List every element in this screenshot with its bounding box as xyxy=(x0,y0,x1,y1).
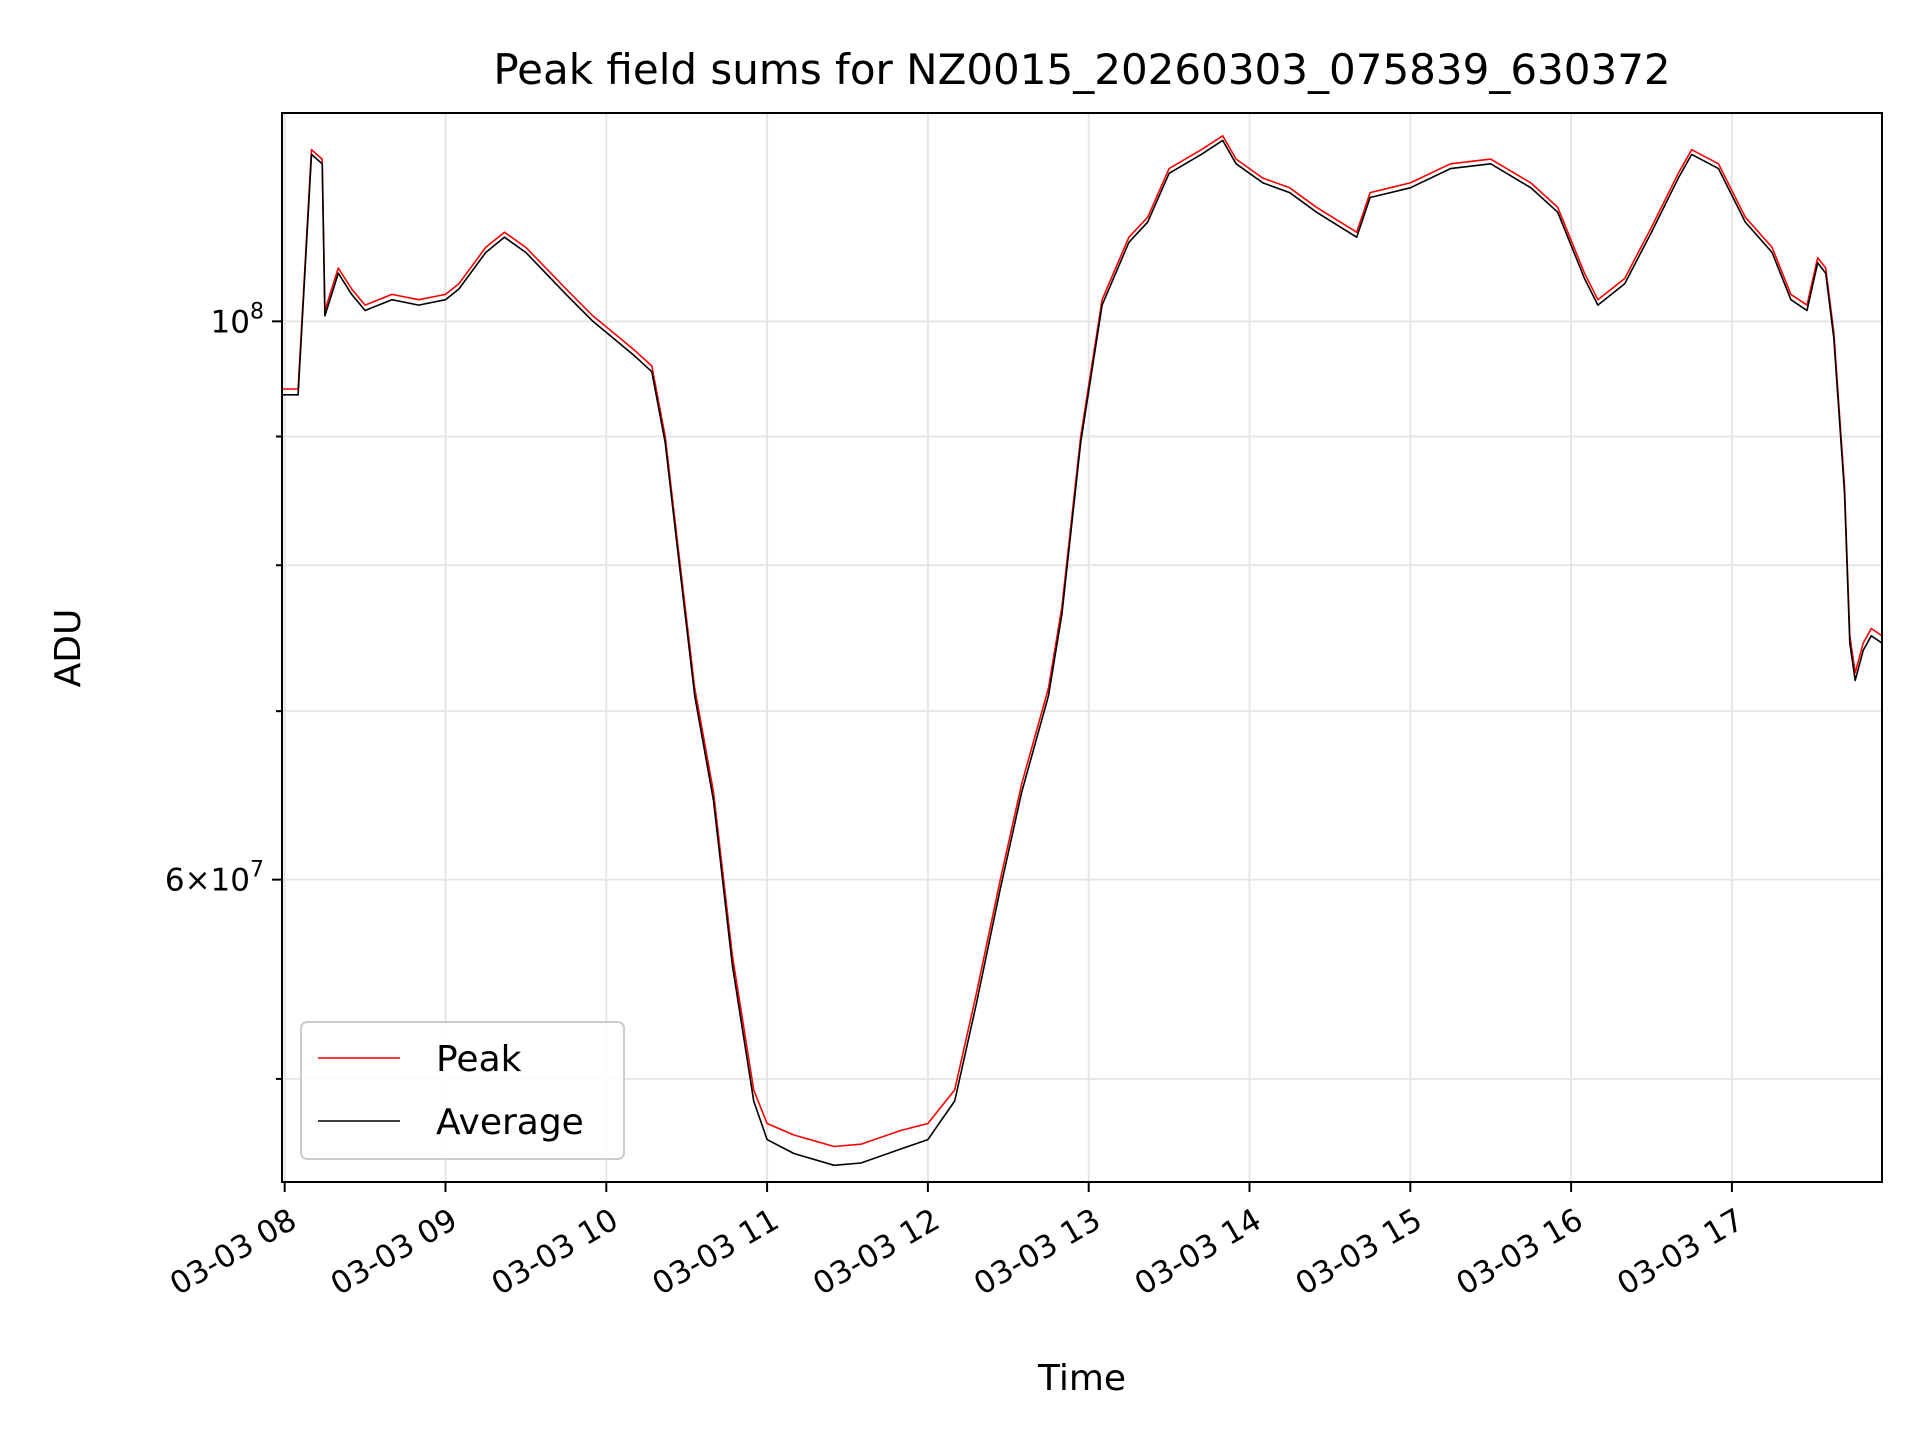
series-line-average xyxy=(282,139,1883,1167)
series-line-peak xyxy=(282,135,1883,1148)
legend-box xyxy=(300,1021,625,1160)
x-axis-label: Time xyxy=(1037,1358,1126,1399)
series-layer xyxy=(282,135,1883,1167)
legend: Peak Average xyxy=(300,1021,625,1160)
grid xyxy=(282,113,1882,1182)
legend-label-peak: Peak xyxy=(436,1039,522,1080)
y-axis-label: ADU xyxy=(48,609,89,688)
legend-label-average: Average xyxy=(436,1102,584,1143)
y-tick-label: 6×107 xyxy=(165,858,264,899)
chart-title: Peak field sums for NZ0015_20260303_0758… xyxy=(493,45,1670,94)
y-axis: 6×107 108 xyxy=(165,299,282,1080)
plot-frame xyxy=(281,112,1883,1183)
y-tick-label: 108 xyxy=(211,299,264,340)
